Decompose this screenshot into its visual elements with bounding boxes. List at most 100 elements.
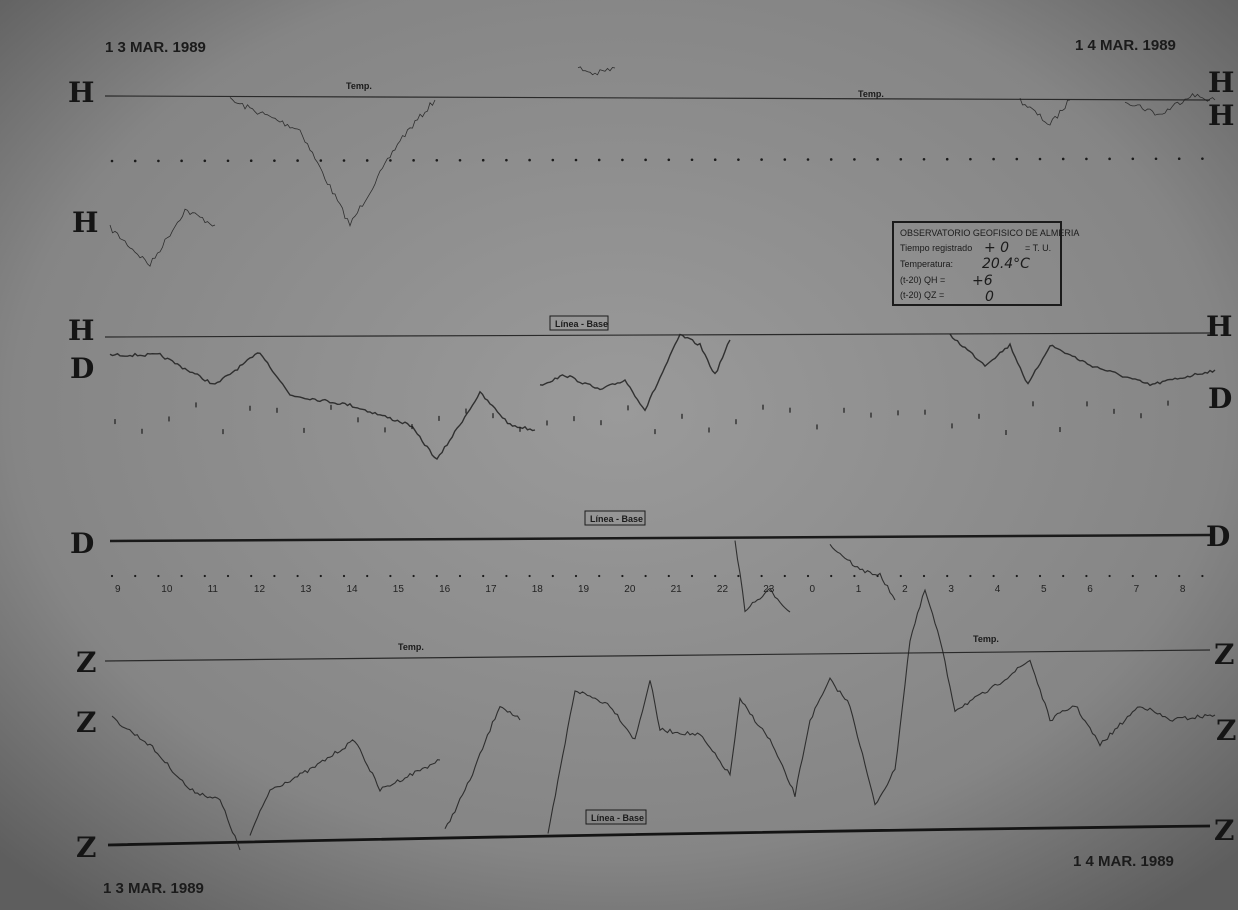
time-dot xyxy=(992,574,995,578)
time-dot xyxy=(760,574,763,578)
trace xyxy=(547,588,1216,834)
time-dot xyxy=(992,157,995,161)
hour-label: 4 xyxy=(995,584,1001,595)
trace xyxy=(577,66,616,76)
hour-label: 14 xyxy=(347,584,359,595)
time-dot xyxy=(296,159,299,162)
hour-label: 19 xyxy=(578,584,590,595)
traces xyxy=(109,66,1216,851)
time-dot xyxy=(133,159,137,163)
time-dot xyxy=(1154,157,1158,161)
time-dot xyxy=(203,159,207,163)
z-base-line xyxy=(107,824,1211,847)
stamp-label: Temperatura: xyxy=(900,259,953,269)
time-dot xyxy=(644,574,647,578)
baseline-box xyxy=(584,510,646,526)
time-dot xyxy=(806,158,810,161)
time-dot xyxy=(1038,574,1042,578)
time-dot xyxy=(969,157,972,161)
hour-label: 5 xyxy=(1041,584,1047,595)
temp-label: Temp. xyxy=(346,81,372,91)
trace xyxy=(949,333,1216,387)
time-dot xyxy=(389,159,392,162)
time-dot xyxy=(574,158,578,162)
time-dot xyxy=(1085,157,1088,161)
hour-label: 22 xyxy=(717,584,729,595)
time-dot xyxy=(1038,157,1042,161)
time-dot xyxy=(226,574,230,578)
time-dot xyxy=(1015,574,1018,578)
channel-label: H xyxy=(68,314,94,347)
hour-label: 16 xyxy=(439,584,451,595)
time-dot xyxy=(134,574,137,578)
time-dot xyxy=(250,574,253,578)
time-dot xyxy=(157,159,160,163)
time-dot xyxy=(621,158,624,162)
channel-label: H xyxy=(1206,310,1232,343)
h-base-line xyxy=(104,332,1211,338)
channel-label: D xyxy=(1208,382,1232,415)
time-dot xyxy=(1131,574,1134,578)
time-dot xyxy=(435,574,438,578)
stamp-box xyxy=(892,221,1062,306)
time-dot xyxy=(760,158,763,161)
time-dot xyxy=(110,574,114,578)
channel-label: D xyxy=(1206,520,1230,553)
time-dot xyxy=(690,158,694,162)
channel-label: Z xyxy=(1216,714,1236,747)
time-dot xyxy=(482,574,485,578)
hour-label: 1 xyxy=(856,584,862,595)
hour-label: 20 xyxy=(624,584,636,595)
time-dot xyxy=(946,574,949,578)
time-dot xyxy=(1108,157,1111,161)
hour-label: 21 xyxy=(671,584,683,595)
time-dot xyxy=(505,574,508,578)
time-dot xyxy=(969,574,972,578)
time-dot xyxy=(157,574,160,578)
time-dot xyxy=(481,158,485,162)
trace xyxy=(444,705,521,829)
date-bottom-right: 1 4 MAR. 1989 xyxy=(1073,853,1174,870)
time-dot xyxy=(180,574,183,578)
time-dot xyxy=(922,574,926,578)
time-dot xyxy=(180,159,183,163)
channel-label: Z xyxy=(76,646,96,679)
trace xyxy=(1124,93,1216,116)
date-bottom-left: 1 3 MAR. 1989 xyxy=(103,880,204,897)
time-dot xyxy=(1131,157,1135,161)
channel-label: D xyxy=(70,352,94,385)
temp-label: Temp. xyxy=(398,642,424,652)
time-dot xyxy=(830,574,833,578)
time-dot xyxy=(319,574,322,578)
hour-label: 12 xyxy=(254,584,266,595)
stamp-value: 20.4°C xyxy=(982,256,1030,272)
time-dot xyxy=(899,158,903,161)
time-dot xyxy=(1177,157,1181,160)
hour-label: 6 xyxy=(1087,584,1093,595)
time-dot xyxy=(737,574,740,578)
date-top-left: 1 3 MAR. 1989 xyxy=(105,39,206,56)
time-dot xyxy=(551,574,554,578)
time-dot xyxy=(528,158,531,162)
time-dot xyxy=(714,574,717,578)
time-dot xyxy=(644,158,647,162)
hour-labels: 9 10 11 12 13 14 15 16 17 18 19 20 21 22 23 0 1 2 3 4 5 6 7 8 xyxy=(115,584,1186,595)
time-dot xyxy=(366,574,369,578)
time-dot xyxy=(1062,574,1065,578)
trace xyxy=(109,352,536,460)
hour-label: 10 xyxy=(161,584,173,595)
trace xyxy=(111,715,241,851)
time-dot xyxy=(853,158,856,161)
time-dot xyxy=(621,574,624,578)
date-top-right: 1 4 MAR. 1989 xyxy=(1075,37,1176,54)
time-dot xyxy=(598,574,601,578)
time-dot xyxy=(667,158,671,162)
time-dot xyxy=(342,574,346,578)
stamp-title: OBSERVATORIO GEOFISICO DE ALMERIA xyxy=(900,228,1079,238)
trace xyxy=(1019,97,1071,126)
time-dot xyxy=(597,158,601,162)
hour-label: 0 xyxy=(810,584,816,595)
time-dot xyxy=(110,159,114,163)
